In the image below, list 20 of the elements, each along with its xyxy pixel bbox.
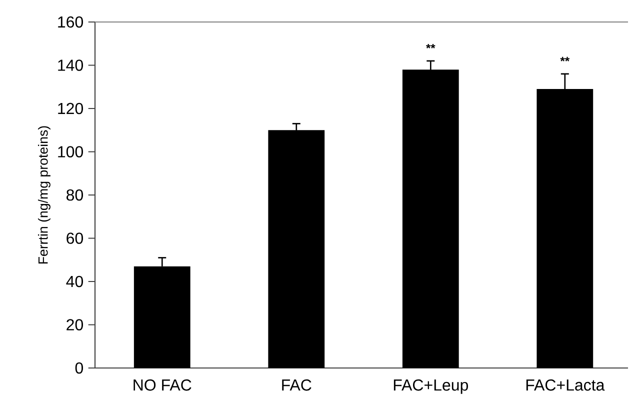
x-tick-label: FAC+Leup xyxy=(394,379,468,394)
bar xyxy=(134,266,190,368)
y-axis-title: Ferrtin (ng/mg proteins) xyxy=(38,126,50,264)
annotation: ** xyxy=(560,56,570,62)
annotation: ** xyxy=(426,44,436,48)
x-tick-label: FAC+Lacta xyxy=(526,379,605,391)
y-tick-label: 0 xyxy=(75,362,84,374)
y-tick-label: 120 xyxy=(58,102,83,114)
y-tick-label: 140 xyxy=(58,60,83,71)
x-tick-label: NO FAC xyxy=(134,379,192,391)
x-tick-label: FAC xyxy=(282,379,312,391)
y-tick-label: 60 xyxy=(66,232,84,244)
y-tick-label: 80 xyxy=(66,189,84,201)
y-tick-label: 20 xyxy=(66,319,84,330)
y-tick-label: 160 xyxy=(58,16,83,28)
bar xyxy=(402,70,459,368)
y-tick-label: 40 xyxy=(66,276,84,288)
bar xyxy=(536,89,594,368)
y-tick-label: 100 xyxy=(58,146,83,158)
bar xyxy=(268,130,325,368)
